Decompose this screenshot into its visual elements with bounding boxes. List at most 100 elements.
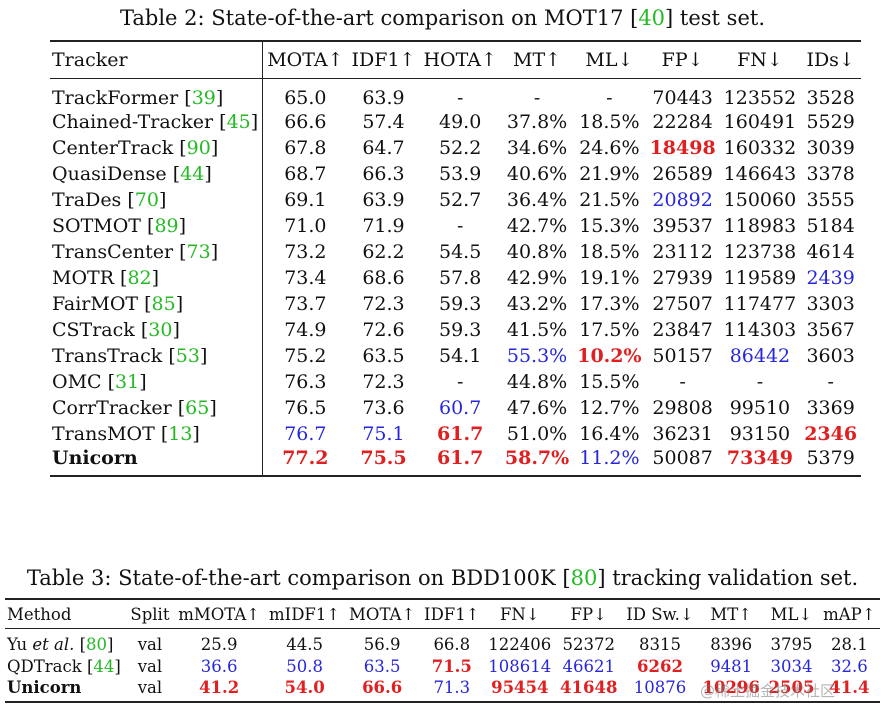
citation-link[interactable]: 90 <box>186 137 211 159</box>
table-cell: 2439 <box>806 267 855 289</box>
table-row: Unicorn 77.2 75.5 61.7 58.7% 11.2% 50087 73349 5… <box>50 447 862 477</box>
table-row: SOTMOT [89] 71.0 71.9 - 42.7% 15.3% 39537 11898… <box>50 213 861 239</box>
table-cell: 66.6 <box>344 678 420 703</box>
table-cell: 63.5 <box>362 345 405 367</box>
table2-caption-text: Table 2: State-of-the-art comparison on … <box>119 6 639 30</box>
table-cell: 72.3 <box>362 371 405 393</box>
citation-link[interactable]: 73 <box>186 241 211 263</box>
table-cell: - <box>533 87 541 109</box>
table-cell: 65.0 <box>284 87 327 109</box>
table-cell: 77.2 <box>262 447 348 477</box>
table-cell: - <box>456 87 464 109</box>
method-name: CenterTrack <box>52 137 174 159</box>
table-cell: 42.7% <box>506 215 568 237</box>
table-cell: 17.3% <box>579 293 640 315</box>
method-name: TransTrack <box>52 345 163 367</box>
citation-link[interactable]: 80 <box>86 635 108 654</box>
table-cell: 119589 <box>723 267 797 289</box>
table2-caption: Table 2: State-of-the-art comparison on … <box>0 6 885 30</box>
table-cell: - <box>827 371 834 393</box>
citation-link[interactable]: 13 <box>168 423 193 445</box>
table-row: FairMOT [85] 73.7 72.3 59.3 43.2% 17.3% 27507 1… <box>50 291 861 317</box>
table-cell: 18498 <box>649 137 716 159</box>
table-cell: 40.8% <box>506 241 568 263</box>
table-cell: 3369 <box>806 397 855 419</box>
table-cell: 29808 <box>652 397 713 419</box>
column-header: Tracker <box>50 40 264 79</box>
table-cell: 2505 <box>764 678 819 703</box>
citation-link[interactable]: 53 <box>175 345 200 367</box>
column-header: FP↓ <box>555 598 622 629</box>
citation-link[interactable]: 44 <box>180 163 205 185</box>
table-cell: 28.1 <box>831 635 868 654</box>
table-cell: 3378 <box>806 163 855 185</box>
table-cell: 71.5 <box>431 656 472 676</box>
table-cell: 66.3 <box>362 163 405 185</box>
method-name-cell: CSTrack [30] <box>50 317 264 343</box>
table-cell: 54.1 <box>439 345 482 367</box>
table-cell: 58.7% <box>500 447 574 477</box>
table-row: TransMOT [13] 76.7 75.1 61.7 51.0% 16.4% 36231… <box>50 421 861 447</box>
table-cell: 4614 <box>806 241 855 263</box>
mot17-results-table: Tracker MOTA↑ IDF1↑ HOTA↑ MT↑ ML↓ FP↓ FN↓ IDs↓ T… <box>50 40 862 477</box>
table-cell: 8315 <box>638 635 681 654</box>
table-cell: 41.5% <box>506 319 568 341</box>
table-cell: val <box>137 635 163 654</box>
table-cell: 76.7 <box>284 423 327 445</box>
table-cell: 95454 <box>483 678 556 703</box>
table-header-row: Tracker MOTA↑ IDF1↑ HOTA↑ MT↑ ML↓ FP↓ FN↓ IDs↓ <box>50 40 862 79</box>
table-cell: 24.6% <box>579 137 640 159</box>
citation-link[interactable]: 82 <box>127 267 152 289</box>
table-cell: 20892 <box>652 189 713 211</box>
citation-link[interactable]: 65 <box>185 397 210 419</box>
table-cell: 51.0% <box>506 423 568 445</box>
table-cell: 5184 <box>806 215 855 237</box>
table-cell: 16.4% <box>579 423 640 445</box>
table-cell: 12.7% <box>579 397 640 419</box>
table-cell: 63.9 <box>362 87 405 109</box>
table-row: TrackFormer [39] 65.0 63.9 - - - 70443 123552 35… <box>50 78 861 109</box>
table2-caption-tail: ] test set. <box>665 6 765 30</box>
table-cell: 50.8 <box>286 656 323 676</box>
table-cell: 57.4 <box>362 111 405 133</box>
table-cell: 49.0 <box>439 111 482 133</box>
citation-link[interactable]: 44 <box>93 656 115 676</box>
table3-caption-citation[interactable]: 80 <box>570 566 598 590</box>
table-cell: 22284 <box>652 111 713 133</box>
table-cell: 114303 <box>723 319 797 341</box>
table-cell: 36.4% <box>506 189 568 211</box>
table-cell: 17.5% <box>579 319 640 341</box>
table-cell: 55.3% <box>506 345 568 367</box>
citation-link[interactable]: 70 <box>134 189 159 211</box>
column-header: IDs↓ <box>800 40 862 79</box>
column-header: MT↑ <box>500 40 574 79</box>
table3-caption-tail: ] tracking validation set. <box>597 566 859 590</box>
method-name-cell: FairMOT [85] <box>50 291 264 317</box>
table-cell: 75.1 <box>362 423 405 445</box>
citation-link[interactable]: 85 <box>151 293 176 315</box>
table3-caption: Table 3: State-of-the-art comparison on … <box>0 566 885 590</box>
citation-link[interactable]: 89 <box>154 215 179 237</box>
table-cell: 42.9% <box>506 267 568 289</box>
table-cell: 54.5 <box>439 241 482 263</box>
table-cell: - <box>456 215 464 237</box>
table-cell: 27507 <box>652 293 713 315</box>
method-name: CorrTracker <box>52 397 172 419</box>
table-cell: 61.7 <box>437 423 484 445</box>
method-name-cell: CenterTrack [90] <box>50 135 264 161</box>
table-row: TransTrack [53] 75.2 63.5 54.1 55.3% 10.2% 501… <box>50 343 861 369</box>
method-name: QuasiDense <box>52 163 167 185</box>
table-cell: 41.4 <box>818 678 880 703</box>
table-cell: 26589 <box>652 163 713 185</box>
citation-link[interactable]: 31 <box>115 371 140 393</box>
citation-link[interactable]: 30 <box>148 319 173 341</box>
table-row: OMC [31] 76.3 72.3 - 44.8% 15.5% - - - <box>50 369 861 395</box>
table-cell: - <box>456 371 464 393</box>
citation-link[interactable]: 39 <box>191 87 216 109</box>
citation-link[interactable]: 45 <box>226 111 251 133</box>
table2-caption-citation[interactable]: 40 <box>638 6 666 30</box>
table-cell: 69.1 <box>284 189 327 211</box>
table-cell: 118983 <box>723 215 797 237</box>
table-cell: 3555 <box>806 189 855 211</box>
table-cell: 5529 <box>806 111 855 133</box>
